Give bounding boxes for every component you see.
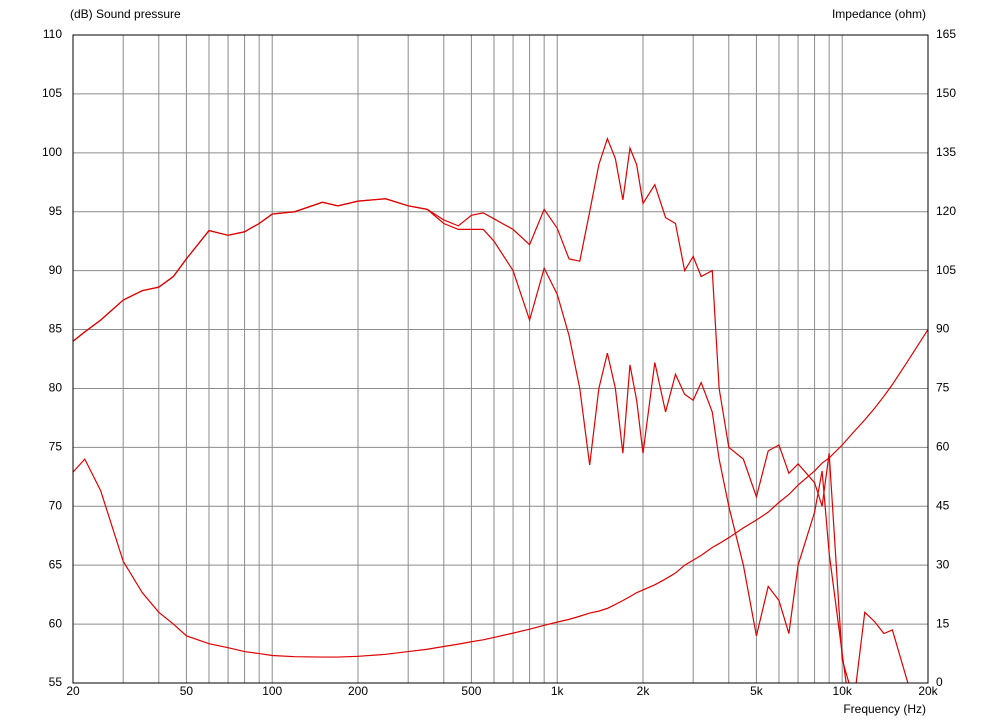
series-line [73,136,909,683]
y-tick-label: 70 [49,498,63,512]
y-tick-label: 95 [49,204,63,218]
series-line [73,329,928,658]
y-tick-label: 110 [43,27,62,41]
y-tick-label: 100 [42,145,62,159]
x-tick-label: 1k [551,684,565,698]
y-tick-label: 105 [42,86,62,100]
y-tick-label: 65 [49,557,63,571]
x-tick-label: 500 [461,684,481,698]
y-tick-label: 75 [49,440,63,454]
plot [73,136,928,683]
plot-frame [72,34,929,684]
y-tick-label: 90 [49,263,63,277]
x-tick-label: 10k [833,684,853,698]
y2-tick-label: 30 [936,557,950,571]
y-tick-label: 80 [49,381,63,395]
y-tick-label: 55 [49,675,63,689]
x-tick-label: 50 [180,684,194,698]
grid [72,34,929,684]
y2-tick-label: 165 [936,27,956,41]
x-tick-label: 200 [348,684,368,698]
x-tick-label: 2k [637,684,651,698]
x-axis-label: Frequency (Hz) [843,702,926,716]
y-axis-label: (dB) Sound pressure [70,7,181,21]
y2-tick-label: 45 [936,498,950,512]
y2-tick-label: 75 [936,381,950,395]
series-line [73,198,847,683]
y2-tick-label: 105 [936,263,956,277]
y-tick-label: 85 [49,322,63,336]
x-tick-label: 20 [66,684,80,698]
y2-tick-label: 15 [936,616,950,630]
y2-tick-label: 150 [936,86,956,100]
x-tick-label: 5k [750,684,764,698]
y2-tick-label: 0 [936,675,943,689]
x-tick-label: 20k [918,684,938,698]
y2-tick-label: 60 [936,440,950,454]
y2-tick-label: 90 [936,322,950,336]
y2-axis-label: Impedance (ohm) [832,7,926,21]
x-tick-label: 100 [262,684,282,698]
y-tick-label: 60 [49,616,63,630]
y2-tick-label: 120 [936,204,956,218]
y2-tick-label: 135 [936,145,956,159]
